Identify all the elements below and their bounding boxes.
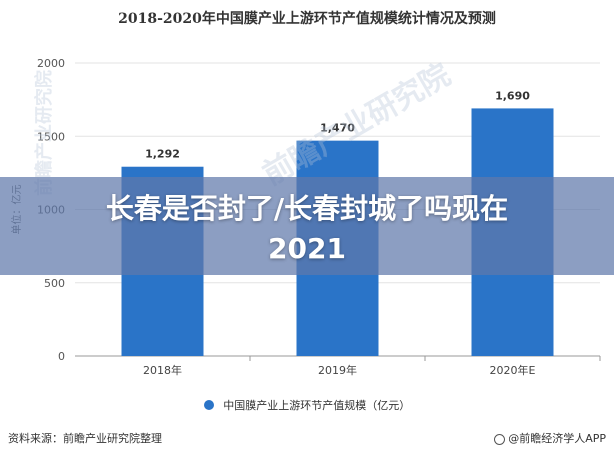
overlay-banner-text: 长春是否封了/长春封城了吗现在 2021 <box>0 189 614 269</box>
data-label: 1,690 <box>495 89 530 102</box>
legend-label: 中国膜产业上游环节产值规模（亿元） <box>223 399 411 412</box>
data-label: 1,292 <box>145 148 180 161</box>
y-tick-label: 500 <box>44 277 65 290</box>
data-label: 1,470 <box>320 122 355 135</box>
x-tick-label: 2019年 <box>318 363 357 377</box>
y-tick-label: 1500 <box>37 130 65 143</box>
chart-title: 2018-2020年中国膜产业上游环节产值规模统计情况及预测 <box>118 11 496 27</box>
chart-legend: 中国膜产业上游环节产值规模（亿元） <box>0 397 614 413</box>
brand-credit-text: @前瞻经济学人APP <box>508 432 606 445</box>
banner-line-2: 2021 <box>268 232 346 265</box>
source-note: 资料来源：前瞻产业研究院整理 <box>8 432 162 445</box>
y-tick-label: 0 <box>58 350 65 363</box>
x-tick-label: 2018年 <box>143 363 182 377</box>
legend-dot-icon <box>203 400 214 410</box>
banner-line-1: 长春是否封了/长春封城了吗现在 <box>105 192 509 225</box>
x-tick-label: 2020年E <box>490 363 536 377</box>
brand-credit: @前瞻经济学人APP <box>494 430 606 446</box>
y-tick-label: 2000 <box>37 57 65 70</box>
overlay-banner <box>0 177 614 275</box>
circle-logo-icon <box>494 433 506 445</box>
